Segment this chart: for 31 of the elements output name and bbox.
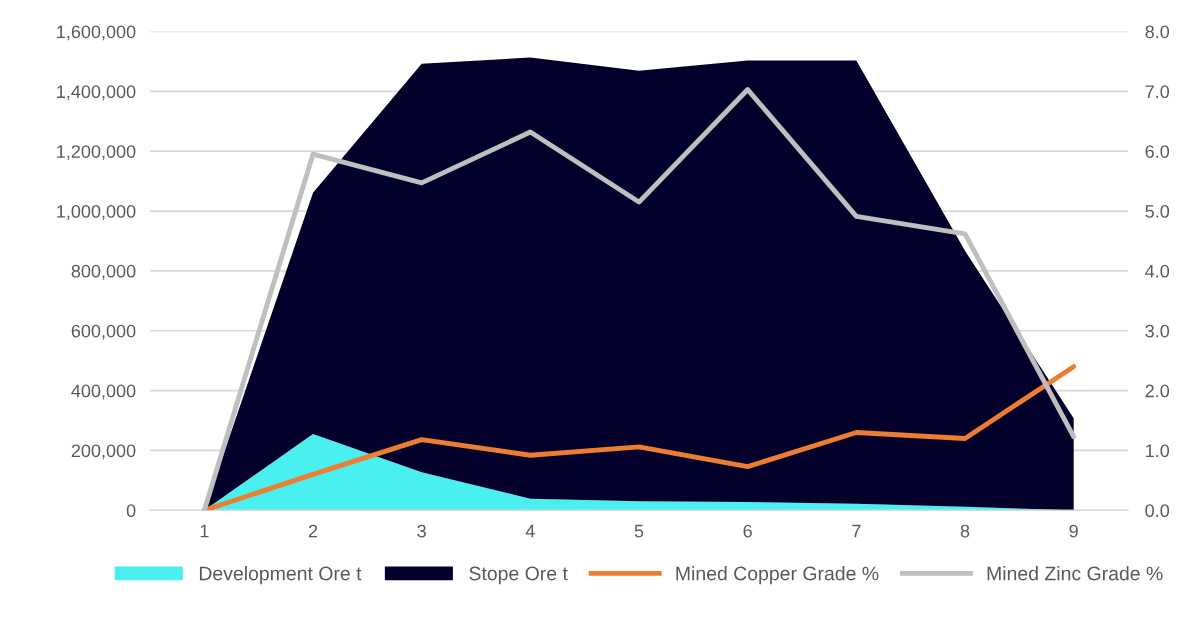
legend-label: Mined Copper Grade % xyxy=(676,566,879,585)
x-tick-label: 7 xyxy=(852,524,861,538)
x-tick-label: 6 xyxy=(743,524,752,538)
y-tick-label: 1,400,000 xyxy=(57,85,136,101)
x-tick-label: 4 xyxy=(525,524,535,538)
x-tick-label: 3 xyxy=(417,524,426,538)
x-tick-label: 1 xyxy=(200,524,209,538)
x-tick-label: 5 xyxy=(634,524,644,538)
y-tick-label: 800,000 xyxy=(71,264,136,280)
y2-tick-label: 7.0 xyxy=(1145,85,1170,99)
x-tick-label: 9 xyxy=(1069,524,1078,538)
y2-tick-label: 4.0 xyxy=(1145,264,1170,278)
y2-tick-label: 5.0 xyxy=(1145,204,1170,218)
y2-tick-label: 1.0 xyxy=(1146,444,1170,458)
y2-tick-label: 3.0 xyxy=(1145,324,1170,338)
y-tick-label: 200,000 xyxy=(71,444,136,460)
y2-tick-label: 0.0 xyxy=(1145,504,1170,518)
y-tick-label: 1,000,000 xyxy=(57,204,136,220)
y-tick-label: 0 xyxy=(126,504,136,518)
y2-tick-label: 8.0 xyxy=(1145,25,1170,39)
legend-label: Stope Ore t xyxy=(469,566,568,585)
y2-tick-label: 2.0 xyxy=(1145,384,1170,398)
y-tick-label: 600,000 xyxy=(71,324,136,340)
legend-label: Development Ore t xyxy=(199,566,362,585)
y-tick-label: 1,600,000 xyxy=(57,25,136,41)
y2-tick-label: 6.0 xyxy=(1145,145,1170,158)
x-tick-label: 2 xyxy=(308,524,318,538)
x-tick-label: 8 xyxy=(960,524,970,538)
y-tick-label: 400,000 xyxy=(71,384,136,400)
y-tick-label: 1,200,000 xyxy=(57,145,136,161)
legend-label: Mined Zinc Grade % xyxy=(987,566,1163,581)
